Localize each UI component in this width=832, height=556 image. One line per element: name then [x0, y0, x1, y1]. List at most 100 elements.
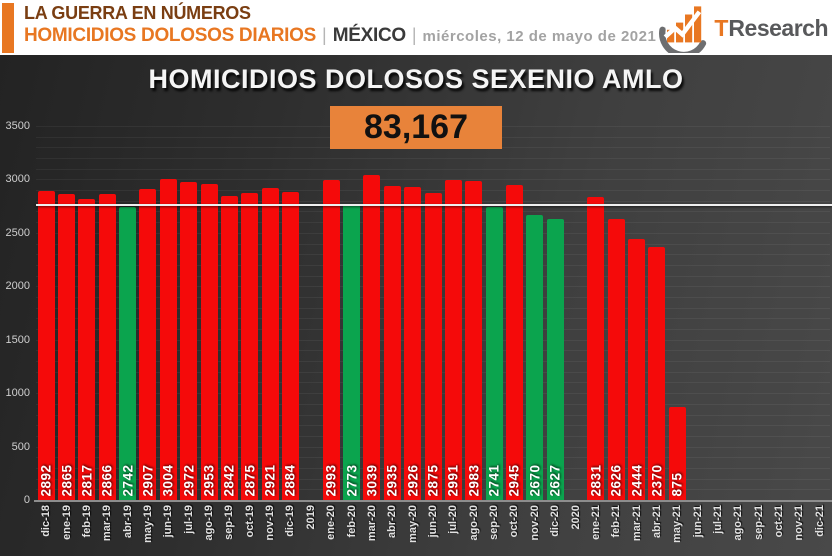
y-axis-label: 1500: [5, 333, 30, 346]
x-axis-label: nov-20: [528, 505, 541, 541]
y-axis-label: 2500: [5, 226, 30, 239]
x-axis-label: ago-20: [467, 505, 480, 541]
bar-value-label: 2842: [221, 463, 237, 496]
bar: [546, 219, 564, 500]
bar: [363, 175, 381, 500]
bar: [526, 214, 544, 500]
bar: [98, 193, 116, 500]
bar-value-label: 2773: [344, 463, 360, 496]
x-axis-label: ago-19: [203, 505, 216, 541]
bar-value-label: 2875: [425, 463, 441, 496]
bar-value-label: 3039: [364, 463, 380, 496]
x-axis-label: oct-21: [773, 505, 786, 538]
bar-value-label: 3004: [160, 463, 176, 496]
logo-text-t: T: [714, 14, 729, 41]
bar: [444, 180, 462, 500]
gridline: [36, 158, 830, 160]
bar: [119, 206, 137, 500]
header: LA GUERRA EN NÚMEROS HOMICIDIOS DOLOSOS …: [0, 0, 832, 55]
bar-value-label: 2972: [181, 463, 197, 496]
gridline: [36, 168, 830, 170]
x-axis-label: may-20: [406, 505, 419, 543]
x-axis-label: mar-20: [365, 505, 378, 542]
x-axis-label: may-21: [671, 505, 684, 543]
bar: [322, 180, 340, 500]
x-axis-label: feb-20: [345, 505, 358, 538]
bar: [261, 187, 279, 500]
bar: [200, 184, 218, 500]
bar-value-label: 2865: [59, 463, 75, 496]
bar: [404, 187, 422, 500]
bar-value-label: 2926: [405, 463, 421, 496]
bar-value-label: 2993: [323, 463, 339, 496]
header-accent-bar: [2, 3, 14, 53]
x-axis-label: abr-21: [650, 505, 663, 539]
x-axis-label: 2020: [569, 505, 582, 530]
chart-title: HOMICIDIOS DOLOSOS SEXENIO AMLO: [148, 64, 684, 94]
x-axis-label: sep-20: [488, 505, 501, 540]
x-axis-label: feb-21: [610, 505, 623, 538]
x-axis-label: ene-20: [325, 505, 338, 540]
x-axis-label: ago-21: [732, 505, 745, 541]
bar: [628, 238, 646, 500]
bar-value-label: 2892: [38, 463, 54, 496]
bar-value-label: 2935: [384, 463, 400, 496]
x-axis-line: [34, 500, 832, 502]
tresearch-logo: T Research: [658, 2, 828, 54]
x-axis-label: jul-19: [182, 505, 195, 534]
bar: [485, 207, 503, 500]
report-kicker: LA GUERRA EN NÚMEROS: [24, 3, 251, 23]
bar: [37, 190, 55, 500]
y-axis-label: 2000: [5, 280, 30, 293]
x-axis-label: dic-18: [40, 505, 53, 537]
bar-value-label: 2742: [120, 463, 136, 496]
x-axis-label: abr-20: [386, 505, 399, 539]
bar: [383, 186, 401, 500]
bar: [241, 192, 259, 500]
average-line: [36, 203, 832, 206]
x-axis-label: oct-20: [508, 505, 521, 538]
report-title-row: HOMICIDIOS DOLOSOS DIARIOS | MÉXICO | mi…: [24, 25, 673, 47]
total-value: 83,167: [364, 108, 468, 146]
bar-value-label: 2953: [201, 463, 217, 496]
x-axis-label: 2019: [304, 505, 317, 530]
x-axis-label: jul-20: [447, 505, 460, 534]
bar-value-label: 2866: [99, 463, 115, 496]
x-axis-label: sep-21: [752, 505, 765, 540]
x-axis-label: sep-19: [223, 505, 236, 540]
bar-value-label: 2370: [649, 463, 665, 496]
separator: |: [411, 25, 417, 45]
bar: [139, 189, 157, 500]
x-axis-label: jul-21: [712, 505, 725, 534]
report-title: HOMICIDIOS DOLOSOS DIARIOS: [24, 25, 316, 46]
bar-value-label: 2945: [506, 463, 522, 496]
x-axis-label: ene-19: [60, 505, 73, 540]
chart-area: HOMICIDIOS DOLOSOS SEXENIO AMLO 83,167 0…: [0, 55, 832, 556]
bar: [668, 406, 686, 500]
bar: [648, 246, 666, 500]
x-axis-label: nov-21: [793, 505, 806, 541]
bar-value-label: 2626: [608, 463, 624, 496]
bar: [180, 182, 198, 500]
x-axis-label: jun-20: [427, 505, 439, 538]
x-axis-label: dic-19: [284, 505, 297, 537]
x-axis-label: mar-21: [630, 505, 643, 542]
bar-value-label: 2907: [140, 463, 156, 496]
total-box: 83,167: [330, 106, 502, 149]
bar-value-label: 2741: [486, 463, 502, 496]
bar: [159, 179, 177, 500]
x-axis-label: feb-19: [80, 505, 93, 538]
bar: [220, 196, 238, 500]
x-axis-label: dic-20: [549, 505, 562, 537]
report-country: MÉXICO: [332, 25, 406, 46]
plot: 0 500 1000 1500 2000 2500 3000 3500 2892 dic-18 28…: [0, 55, 832, 556]
bar: [424, 192, 442, 500]
bar-value-label: 2627: [547, 463, 563, 496]
bar-value-label: 2983: [466, 463, 482, 496]
bar: [587, 197, 605, 500]
y-axis-label: 3000: [5, 173, 30, 186]
bar-value-label: 2875: [242, 463, 258, 496]
bar-value-label: 2884: [282, 463, 298, 496]
bar-value-label: 2991: [445, 463, 461, 496]
bar: [58, 193, 76, 500]
